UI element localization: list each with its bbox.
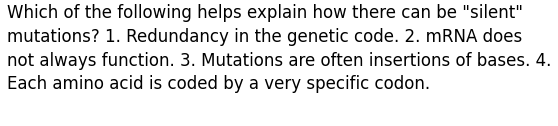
Text: Which of the following helps explain how there can be "silent"
mutations? 1. Red: Which of the following helps explain how… <box>7 4 552 93</box>
